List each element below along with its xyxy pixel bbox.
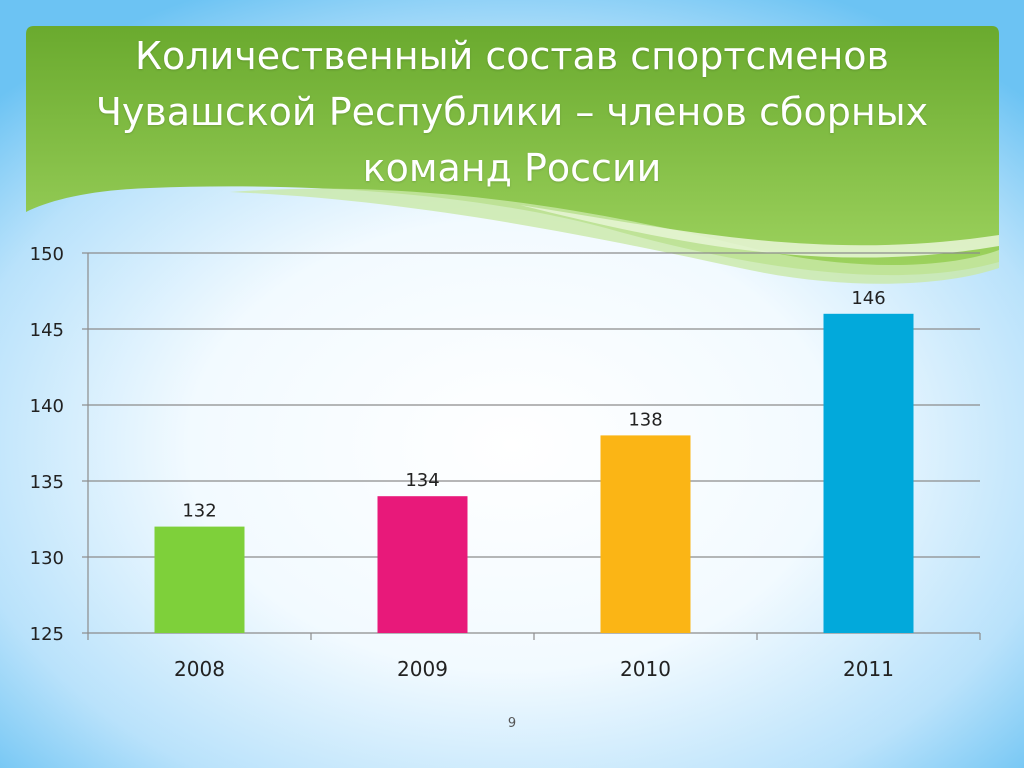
data-label-2011: 146: [851, 288, 885, 309]
slide-title: Количественный состав спортсменов Чувашс…: [95, 34, 929, 190]
bar-2008: [154, 526, 245, 633]
y-tick-label: 130: [30, 548, 64, 569]
data-label-2009: 134: [405, 470, 439, 491]
data-labels: 132 134 138 146: [182, 288, 885, 522]
page-number: 9: [507, 716, 517, 731]
header-wave-soft: [520, 205, 999, 258]
x-tick-label-2009: 2009: [397, 657, 448, 681]
header-wave-light: [230, 188, 999, 284]
x-tick-label-2010: 2010: [620, 657, 671, 681]
x-tick-label-2008: 2008: [174, 657, 225, 681]
bar-2011: [823, 313, 914, 633]
y-tick-label: 150: [30, 244, 64, 265]
bars: [154, 313, 914, 633]
bar-2010: [600, 435, 691, 633]
y-tick-label: 125: [30, 624, 64, 645]
y-tick-label: 145: [30, 320, 64, 341]
x-axis-tick-labels: 2008 2009 2010 2011: [174, 657, 894, 681]
y-axis-tick-labels: 125 130 135 140 145 150: [30, 244, 64, 645]
y-tick-label: 140: [30, 396, 64, 417]
bar-2009: [377, 496, 468, 633]
y-tick-label: 135: [30, 472, 64, 493]
data-label-2008: 132: [182, 501, 216, 522]
data-label-2010: 138: [628, 409, 662, 430]
header-band: [26, 26, 999, 276]
x-tick-label-2011: 2011: [843, 657, 894, 681]
